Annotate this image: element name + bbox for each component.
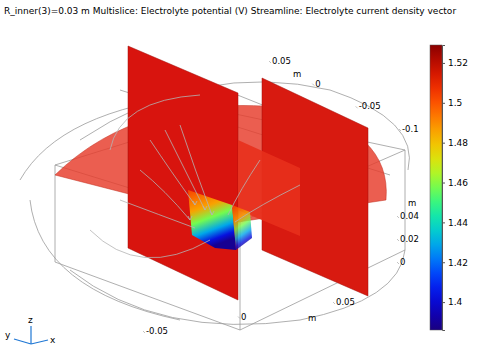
axis-unit: m	[408, 198, 416, 208]
slice-vertical	[128, 46, 238, 300]
colorbar-tick-label: 1.48	[448, 138, 468, 148]
axis-unit: m	[308, 313, 316, 323]
triad-label: z	[28, 315, 33, 325]
streamline	[235, 185, 300, 222]
axis-x: -0.05 0 0.05 m	[143, 297, 355, 336]
colorbar: 1.4 1.42 1.44 1.46 1.48 1.5 1.52	[430, 45, 468, 331]
tick	[397, 262, 399, 264]
tick	[397, 239, 399, 241]
tick-label: 0	[400, 257, 405, 267]
colorbar-tick: 1.52	[442, 58, 468, 68]
streamline-arrow	[210, 211, 214, 215]
colorbar-tick: 1.44	[442, 218, 468, 228]
tick	[399, 129, 401, 131]
streamline	[140, 170, 190, 220]
colorbar-tick-label: 1.46	[448, 178, 468, 188]
colorbar-tick-label: 1.4	[448, 297, 463, 307]
colorbar-axis-line	[443, 46, 446, 331]
tick-label: 0	[241, 312, 246, 322]
colorbar-tick: 1.4	[442, 297, 463, 307]
tick-label: -0.05	[146, 326, 168, 336]
streamline	[180, 125, 212, 215]
colorbar-axis: 1.4 1.42 1.44 1.46 1.48 1.5 1.52	[442, 46, 468, 331]
chart: R_inner(3)=0.03 m Multislice: Electrolyt…	[0, 0, 484, 363]
colorbar-tick-mark	[442, 222, 445, 223]
tick-label: 0.05	[336, 297, 355, 307]
colorbar-tick-label: 1.42	[448, 258, 468, 268]
streamlines	[90, 95, 300, 258]
low-potential-region	[188, 190, 236, 250]
streamline-arrow	[193, 201, 197, 205]
axis-z: 0 0.02 0.04 m	[397, 198, 419, 267]
low-potential-region	[232, 205, 252, 250]
tick-label: -0.1	[402, 124, 419, 134]
streamline	[120, 200, 195, 228]
triad-axis	[30, 326, 31, 344]
triad-axis	[31, 340, 48, 344]
triad: z x y	[5, 315, 56, 345]
colorbar-tick-mark	[442, 262, 445, 263]
tick	[312, 84, 314, 86]
colorbar-tick: 1.48	[442, 138, 468, 148]
tick	[143, 331, 145, 333]
tick	[356, 106, 358, 108]
tick-label: 0.02	[400, 234, 419, 244]
tick-label: -0.05	[359, 101, 381, 111]
streamline-arrow	[203, 206, 207, 210]
colorbar-tick-mark	[442, 183, 445, 184]
plot-area	[20, 46, 409, 330]
triad-label: y	[5, 330, 11, 340]
axis-y: 0.05 0 -0.05 -0.1 m	[269, 56, 419, 134]
tick-label: 0.04	[400, 211, 419, 221]
tick	[333, 302, 335, 304]
streamline-arrow	[188, 216, 192, 220]
streamline	[110, 95, 200, 150]
colorbar-tick-mark	[442, 302, 445, 303]
colorbar-tick: 1.46	[442, 178, 468, 188]
streamline	[165, 130, 205, 210]
tick	[397, 216, 399, 218]
streamline	[228, 160, 260, 215]
colorbar-tick-label: 1.5	[448, 98, 462, 108]
colorbar-tick: 1.42	[442, 258, 468, 268]
colorbar-tick-label: 1.44	[448, 218, 468, 228]
colorbar-tick-mark	[442, 143, 445, 144]
axis-unit: m	[293, 69, 301, 79]
tick-label: 0.05	[272, 56, 291, 66]
triad-label: x	[50, 335, 56, 345]
colorbar-tick-label: 1.52	[448, 58, 468, 68]
triad-axis	[14, 339, 31, 344]
tick	[269, 61, 271, 63]
title: R_inner(3)=0.03 m Multislice: Electrolyt…	[4, 6, 456, 16]
tick-label: 0	[315, 79, 320, 89]
streamline	[90, 230, 210, 258]
colorbar-tick-mark	[442, 103, 445, 104]
colorbar-tick: 1.5	[442, 98, 462, 108]
tick	[238, 317, 240, 319]
colorbar-scale	[430, 45, 442, 330]
colorbar-tick-mark	[442, 63, 445, 64]
